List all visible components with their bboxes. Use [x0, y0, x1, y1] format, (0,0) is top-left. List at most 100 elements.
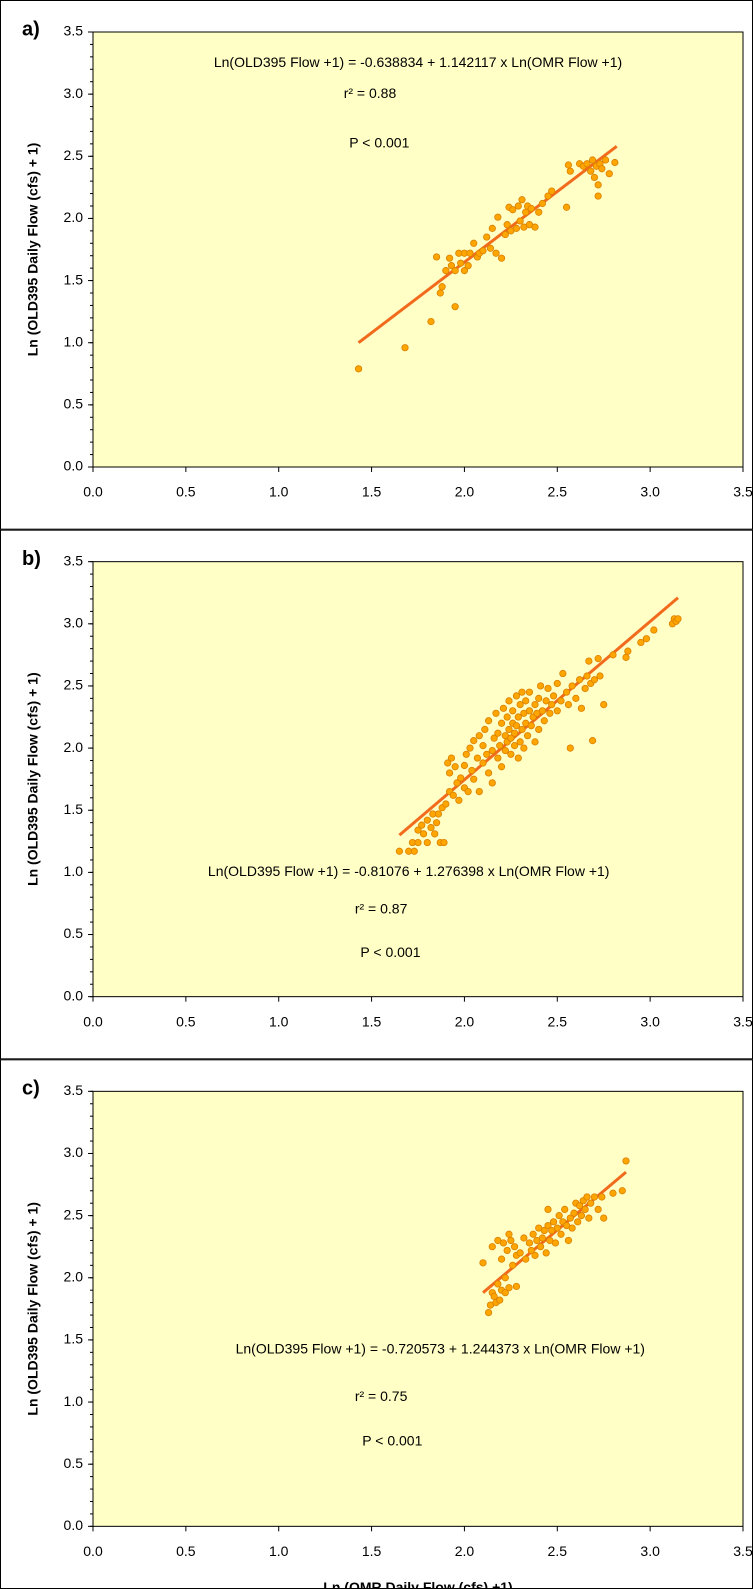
data-point	[553, 679, 561, 688]
data-point	[514, 754, 522, 762]
data-point	[557, 1230, 565, 1238]
data-point	[436, 289, 444, 297]
data-point	[549, 692, 558, 700]
data-point	[510, 742, 519, 750]
data-point	[473, 754, 482, 762]
data-point	[618, 1187, 626, 1195]
data-point	[466, 249, 474, 257]
data-point	[553, 707, 561, 715]
y-tick-label: 3.5	[64, 1082, 84, 1098]
data-point	[512, 722, 521, 730]
data-point	[564, 1236, 573, 1245]
data-point	[475, 787, 483, 796]
data-point	[564, 700, 573, 709]
x-tick-label: 3.5	[733, 484, 753, 500]
y-tick-label: 2.0	[64, 209, 84, 225]
data-point	[494, 213, 502, 221]
data-point	[546, 709, 554, 717]
data-point	[594, 655, 602, 663]
data-point	[423, 838, 431, 847]
data-point	[575, 676, 584, 684]
x-tick-label: 2.5	[548, 1013, 568, 1029]
data-point	[501, 1289, 509, 1297]
x-tick-label: 0.0	[83, 1013, 103, 1029]
data-point	[605, 170, 613, 178]
y-tick-label: 2.5	[64, 1206, 84, 1222]
data-point	[497, 254, 506, 262]
panel: a) 0.0 0.5 1.0 1.5 2.0 2.5 3.0 3.5 0.0 0.5 1.0 1.5 2.…	[0, 0, 753, 530]
x-tick-label: 1.5	[362, 1543, 382, 1559]
data-point	[464, 787, 472, 796]
data-point	[496, 742, 504, 750]
data-point	[577, 1212, 586, 1220]
data-point	[538, 707, 547, 715]
y-tick-label: 0.0	[64, 1517, 84, 1533]
y-tick-label: 3.0	[64, 1144, 84, 1160]
data-point	[445, 769, 454, 777]
y-axis-label: Ln (OLD395 Daily Flow (cfs) + 1)	[25, 143, 41, 357]
data-point	[553, 1224, 561, 1232]
data-point	[594, 181, 602, 189]
y-tick-label: 2.0	[64, 739, 84, 755]
y-tick-label: 2.0	[64, 1268, 84, 1284]
data-point	[583, 1193, 591, 1201]
data-point	[481, 725, 489, 734]
x-tick-label: 1.0	[269, 1013, 289, 1029]
x-tick-label: 1.0	[269, 484, 289, 500]
data-point	[536, 1243, 545, 1251]
data-point	[496, 1296, 504, 1304]
data-point	[484, 769, 493, 777]
data-point	[468, 766, 476, 775]
data-point	[516, 1249, 524, 1257]
annotation: Ln(OLD395 Flow +1) = -0.720573 + 1.24437…	[236, 1341, 645, 1357]
y-tick-label: 2.5	[64, 147, 84, 163]
data-point	[548, 187, 556, 195]
data-point	[518, 196, 526, 204]
data-point	[505, 697, 513, 705]
x-tick-label: 3.0	[640, 1543, 660, 1559]
data-point	[501, 746, 509, 755]
data-point	[418, 821, 426, 829]
data-point	[505, 725, 513, 734]
data-point	[542, 1249, 550, 1257]
data-point	[434, 810, 443, 818]
data-point	[470, 775, 478, 783]
data-point	[483, 233, 491, 241]
x-tick-label: 3.0	[640, 1013, 660, 1029]
x-tick-label: 0.5	[176, 1013, 196, 1029]
data-point	[453, 779, 461, 787]
data-point	[587, 1199, 595, 1207]
data-point	[505, 1230, 513, 1238]
annotation: Ln(OLD395 Flow +1) = -0.81076 + 1.276398…	[208, 863, 610, 879]
panel-label: b)	[22, 548, 41, 570]
data-point	[419, 830, 428, 838]
panel-label: a)	[22, 18, 40, 40]
x-tick-label: 2.0	[455, 484, 475, 500]
data-point	[544, 192, 552, 200]
data-point	[507, 1236, 515, 1245]
data-point	[470, 239, 478, 247]
data-point	[536, 682, 545, 690]
data-point	[455, 796, 463, 804]
data-point	[497, 719, 506, 727]
data-point	[510, 1243, 519, 1251]
data-point	[518, 688, 526, 696]
data-point	[548, 700, 556, 709]
panel-label: c)	[22, 1078, 40, 1100]
data-point	[525, 707, 534, 715]
data-point	[401, 344, 409, 352]
data-point	[531, 738, 539, 746]
data-point	[509, 206, 517, 214]
data-point	[451, 763, 459, 771]
y-tick-label: 1.0	[64, 333, 84, 349]
data-point	[637, 638, 645, 647]
data-point	[568, 1224, 576, 1232]
data-point	[622, 653, 630, 661]
data-point	[538, 1234, 547, 1242]
data-point	[540, 1226, 548, 1235]
annotation: r² = 0.88	[344, 85, 397, 101]
data-point	[564, 161, 573, 169]
x-tick-label: 0.5	[176, 1543, 196, 1559]
data-point	[650, 626, 658, 634]
